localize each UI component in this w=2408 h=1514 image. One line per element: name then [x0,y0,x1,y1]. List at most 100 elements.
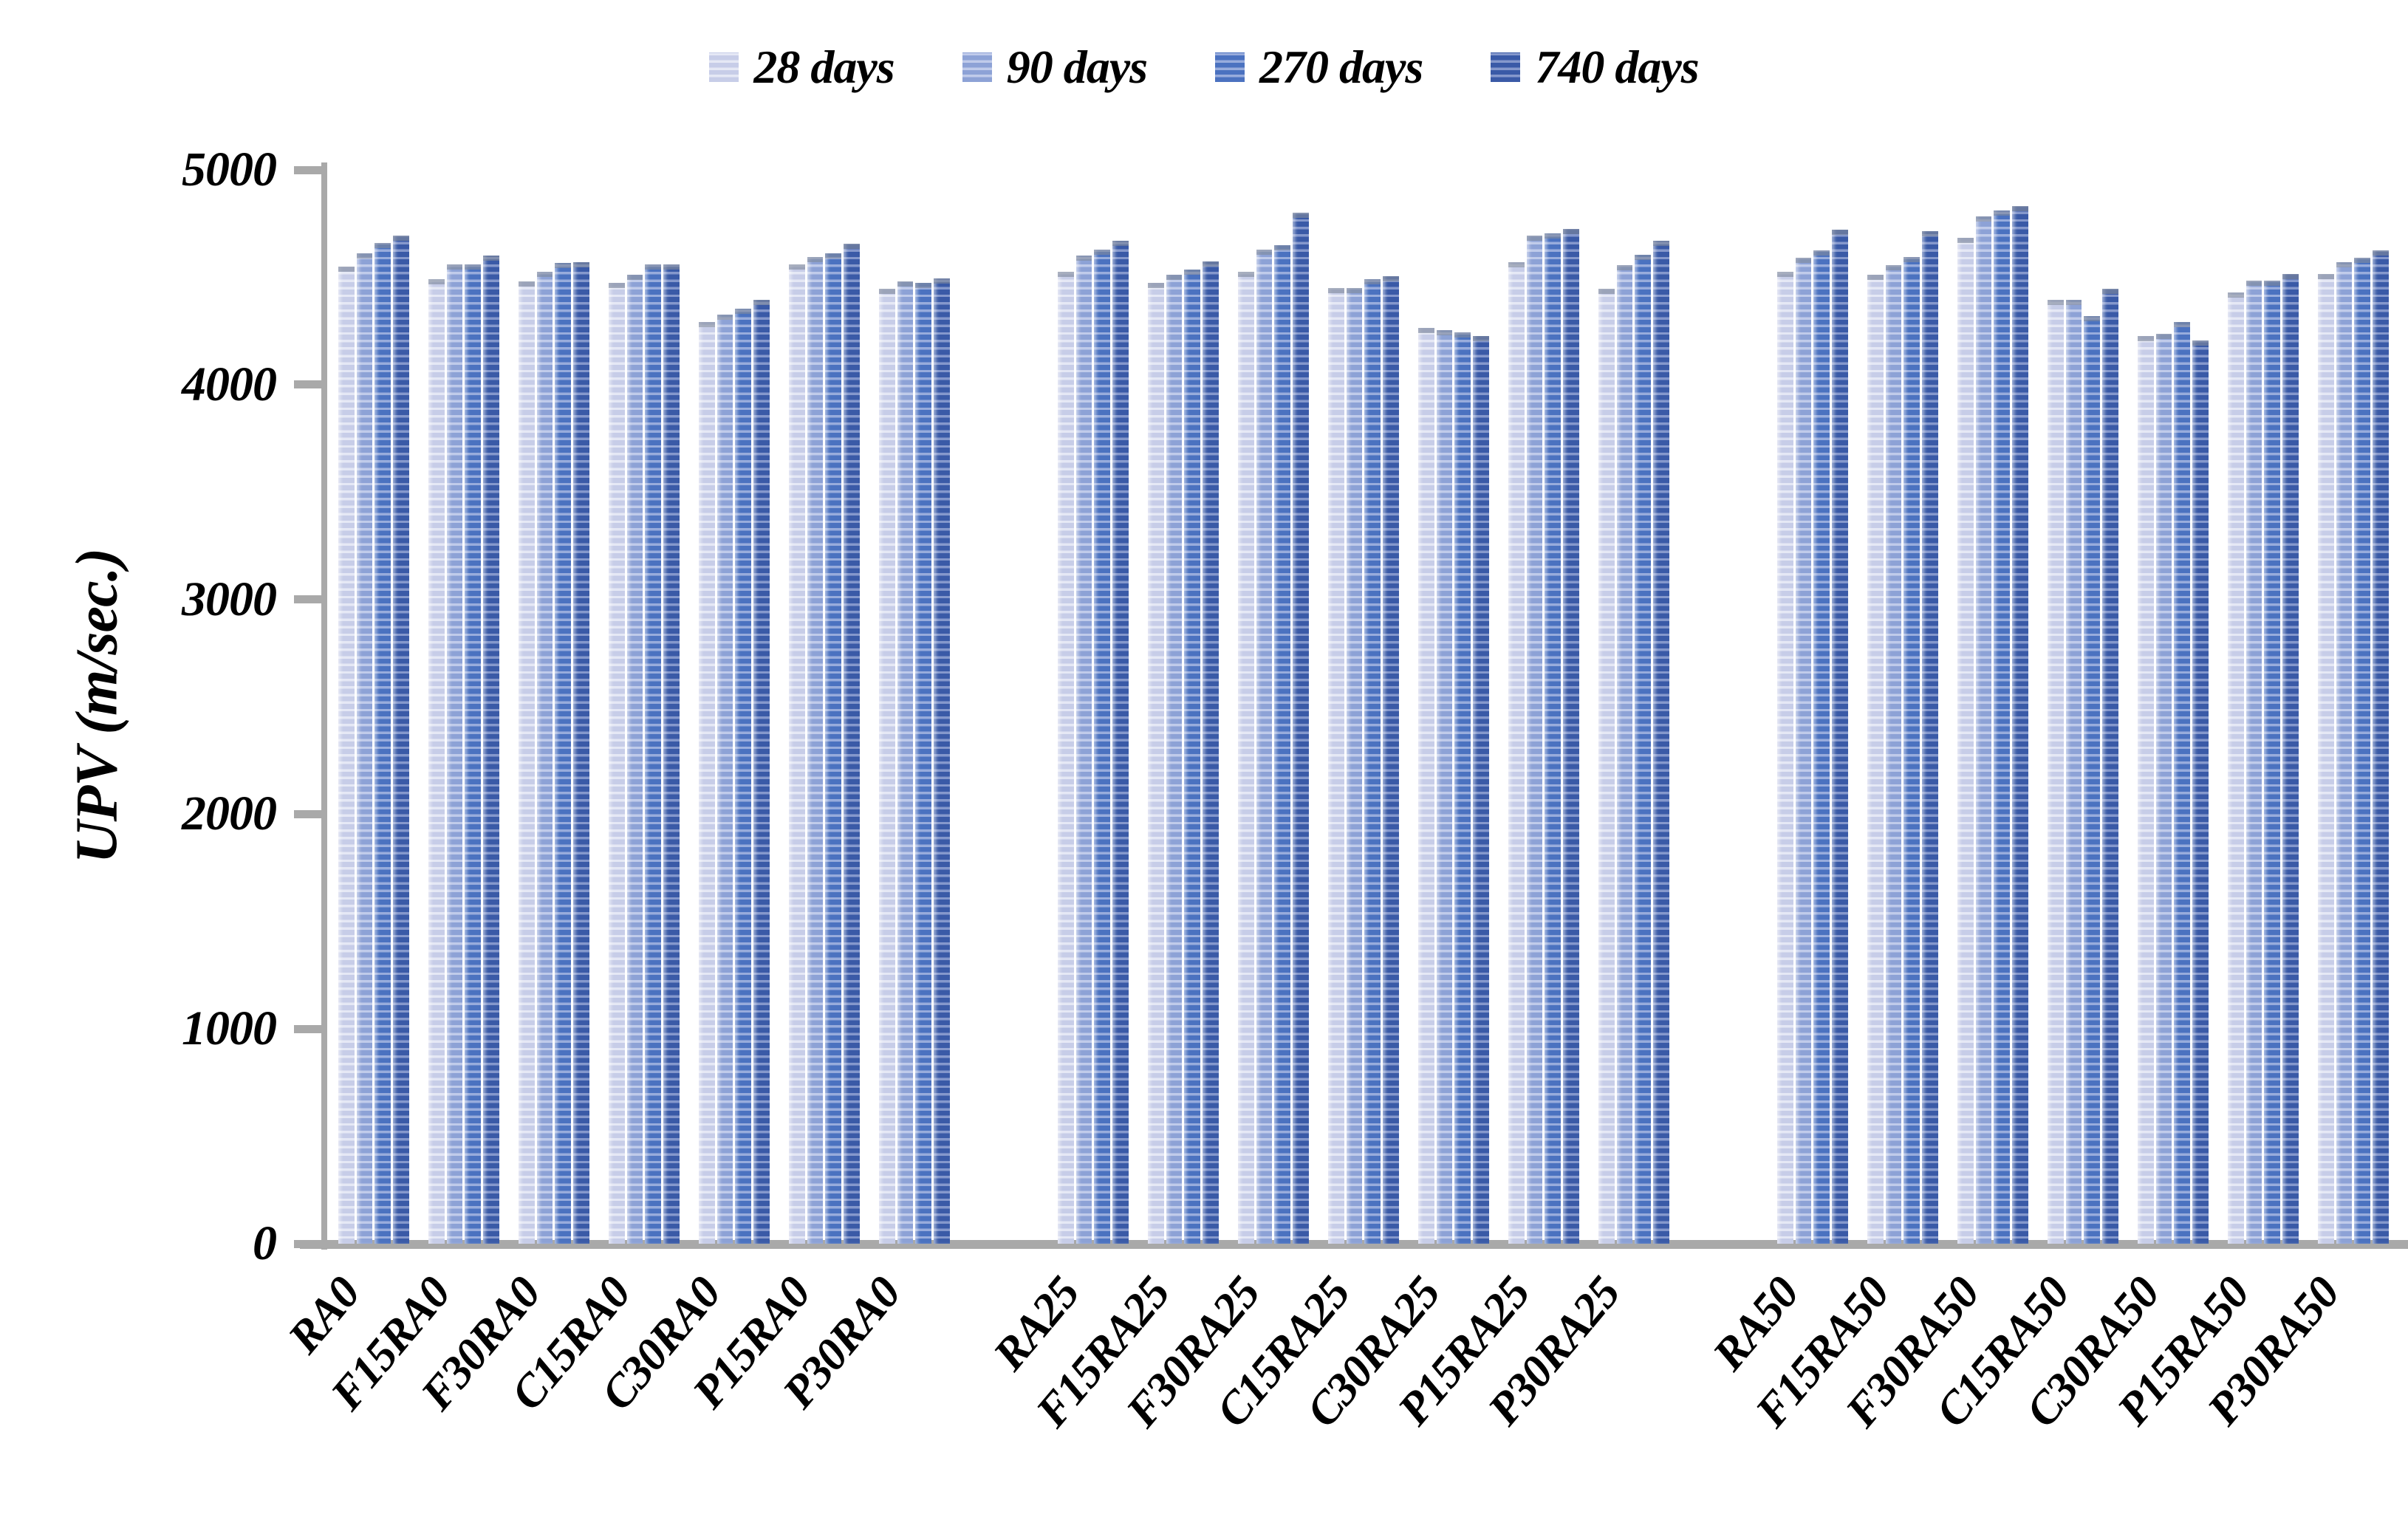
bar-top-cap [1203,261,1219,267]
bar-P15RA0-740-days [844,244,860,1244]
bar-F15RA50-28-days [1867,275,1884,1244]
bar-RA50-740-days [1832,230,1848,1244]
bar-C30RA50-270-days [2174,322,2190,1244]
bar-F15RA0-28-days [428,279,445,1244]
bar-top-cap [1832,230,1848,236]
y-tick [294,380,327,389]
legend-swatch-icon [709,52,739,82]
bar-C30RA0-28-days [699,322,715,1244]
bar-top-cap [699,322,715,328]
bar-C30RA50-740-days [2192,340,2209,1244]
bar-P30RA25-28-days [1598,289,1615,1244]
bar-C15RA0-90-days [626,275,643,1244]
chart-legend: 28 days 90 days 270 days 740 days [30,40,2378,95]
bar-top-cap [1904,256,1920,262]
bar-P30RA50-740-days [2373,250,2389,1244]
bar-RA50-90-days [1795,258,1812,1244]
bar-RA25-270-days [1094,249,1110,1244]
legend-label: 28 days [753,41,895,93]
y-tick-label: 1000 [182,1001,277,1056]
bar-C30RA0-270-days [735,308,751,1244]
bar-C15RA50-270-days [2084,315,2100,1244]
y-axis-line [321,162,327,1250]
bar-top-cap [1545,233,1561,239]
bar-top-cap [536,272,553,278]
legend-label: 90 days [1006,41,1148,93]
bar-top-cap [1383,275,1399,281]
bar-top-cap [1653,240,1669,246]
bar-top-cap [2048,299,2064,305]
bar-top-cap [1885,265,1902,271]
bar-RA25-90-days [1075,256,1092,1244]
legend-item-90-days: 90 days [962,40,1148,95]
bar-C15RA50-740-days [2102,289,2118,1244]
bar-C30RA25-270-days [1454,332,1471,1244]
bar-C15RA25-740-days [1383,275,1399,1244]
legend-item-28-days: 28 days [709,40,895,95]
bar-P30RA0-90-days [897,281,914,1244]
bar-F15RA0-270-days [465,264,481,1244]
bar-F30RA50-90-days [1975,216,1992,1244]
bar-C15RA0-28-days [609,282,625,1244]
bar-top-cap [1994,210,2010,216]
bar-F15RA25-740-days [1203,261,1219,1244]
bar-top-cap [465,264,481,270]
bar-F30RA25-28-days [1238,272,1254,1244]
bar-top-cap [1867,275,1884,281]
bar-P30RA50-28-days [2318,274,2334,1244]
bar-top-cap [716,315,733,321]
legend-swatch-icon [1215,52,1245,82]
bar-C30RA25-740-days [1473,336,1489,1244]
upv-bar-chart: 28 days 90 days 270 days 740 days UPV (m/se… [30,12,2408,1502]
bar-top-cap [663,264,680,270]
bar-top-cap [1454,332,1471,338]
bar-F15RA25-28-days [1148,282,1164,1244]
bar-P30RA25-270-days [1635,254,1651,1244]
bar-top-cap [2012,206,2028,212]
bar-top-cap [1293,213,1309,219]
bar-P30RA0-740-days [934,278,950,1244]
bar-F30RA50-270-days [1994,210,2010,1244]
bar-top-cap [2192,340,2209,346]
bar-top-cap [825,253,841,259]
bar-P30RA0-28-days [879,289,895,1244]
y-tick-label: 3000 [182,572,277,626]
bar-top-cap [1922,230,1938,236]
bar-top-cap [1346,287,1363,293]
bar-P15RA25-28-days [1508,262,1525,1244]
bar-C15RA50-90-days [2065,299,2082,1244]
bar-P30RA50-90-days [2336,262,2353,1244]
legend-item-270-days: 270 days [1215,40,1423,95]
bar-top-cap [1058,272,1074,278]
bar-RA25-28-days [1058,272,1074,1244]
bar-F15RA25-270-days [1184,270,1200,1244]
bar-top-cap [1075,256,1092,261]
bar-C15RA25-270-days [1364,279,1381,1244]
bar-C30RA25-90-days [1436,329,1453,1244]
bar-top-cap [897,281,914,287]
bar-top-cap [1094,249,1110,255]
y-tick-label: 5000 [182,143,277,196]
bar-top-cap [483,256,499,261]
bar-F30RA0-270-days [555,263,571,1244]
bar-F30RA25-740-days [1293,213,1309,1244]
bar-C30RA0-740-days [753,299,770,1244]
bar-top-cap [645,264,661,270]
bar-top-cap [2102,289,2118,295]
bar-top-cap [934,278,950,284]
bar-RA0-270-days [374,242,391,1244]
bar-P15RA50-28-days [2228,292,2244,1244]
bar-top-cap [1598,289,1615,295]
legend-label: 270 days [1259,41,1423,93]
bar-P15RA0-270-days [825,253,841,1244]
bar-top-cap [2174,322,2190,328]
bar-top-cap [2155,334,2172,340]
bar-top-cap [2318,274,2334,280]
bar-F15RA0-90-days [446,264,463,1244]
bar-F30RA0-28-days [519,281,535,1244]
bar-top-cap [1635,254,1651,260]
bar-F15RA50-270-days [1904,256,1920,1244]
bar-top-cap [1328,287,1344,293]
bar-top-cap [1112,240,1129,246]
legend-label: 740 days [1535,41,1699,93]
